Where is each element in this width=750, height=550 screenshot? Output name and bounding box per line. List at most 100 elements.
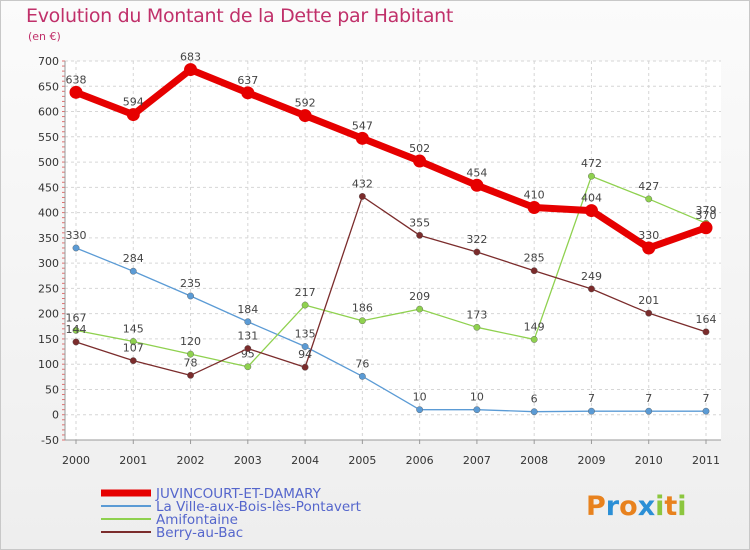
y-tick-label: 150	[38, 333, 59, 346]
series-0-data-label: 370	[696, 209, 717, 222]
series-1-data-label: 284	[123, 252, 144, 265]
series-3-data-label: 144	[66, 323, 87, 336]
series-2-data-label: 427	[638, 180, 659, 193]
series-0-data-label: 404	[581, 192, 602, 205]
series-3-data-label: 131	[237, 330, 258, 343]
y-tick-label: 500	[38, 156, 59, 169]
y-tick-label: 0	[52, 409, 59, 422]
logo-letter: x	[637, 491, 656, 522]
series-3-data-label: 94	[298, 348, 312, 361]
chart-title: Evolution du Montant de la Dette par Hab…	[26, 5, 454, 27]
series-3-point	[129, 357, 137, 365]
series-2-data-label: 95	[241, 348, 255, 361]
logo-letter: i	[655, 491, 665, 522]
series-1-line	[75, 247, 706, 413]
series-2-point	[187, 350, 194, 358]
y-tick-label: 300	[38, 257, 59, 270]
x-tick-label: 2004	[291, 454, 319, 467]
series-3-point	[187, 371, 194, 379]
series-3-data-label: 78	[184, 356, 198, 369]
series-0-point	[527, 201, 541, 215]
series-2-data-label: 149	[524, 320, 545, 333]
series-2-line	[75, 175, 707, 368]
series-1-point	[530, 408, 538, 416]
series-3-point	[358, 193, 366, 200]
series-1-point	[187, 292, 194, 300]
series-2-data-label: 167	[66, 311, 87, 324]
x-tick-label: 2006	[406, 454, 434, 467]
series-3-data-label: 322	[466, 233, 487, 246]
x-tick-label: 2001	[119, 454, 147, 467]
series-1-point	[702, 407, 710, 415]
y-tick-label: 250	[38, 282, 59, 295]
y-tick-label: 700	[38, 55, 59, 68]
series-2-point	[358, 317, 366, 325]
series-2-data-label: 472	[581, 157, 602, 170]
series-0-data-label: 637	[237, 74, 258, 87]
series-1-data-label: 10	[413, 391, 427, 404]
logo-letter: t	[664, 491, 678, 522]
x-tick-label: 2002	[177, 454, 205, 467]
series-1-data-label: 184	[237, 303, 258, 316]
series-3-data-label: 164	[696, 313, 717, 326]
series-1-data-label: 76	[355, 357, 369, 370]
series-0-line	[74, 66, 708, 252]
series-0-point	[699, 221, 713, 235]
y-tick-label: 350	[38, 232, 59, 245]
proxiti-logo: Proxiti	[586, 491, 687, 522]
series-0-point	[184, 63, 198, 77]
series-1-point	[72, 244, 80, 252]
series-1-data-label: 235	[180, 277, 201, 290]
series-1-data-label: 6	[531, 393, 538, 406]
x-tick-label: 2007	[463, 454, 491, 467]
series-1-point	[129, 267, 137, 275]
series-0-point	[642, 241, 656, 255]
series-2-point	[244, 363, 252, 371]
y-tick-label: 600	[38, 106, 59, 119]
x-tick-label: 2011	[692, 454, 720, 467]
series-0-point	[69, 85, 83, 99]
series-0-data-label: 454	[466, 166, 487, 179]
series-2-data-label: 145	[123, 322, 144, 335]
x-tick-label: 2005	[348, 454, 376, 467]
plot-area	[65, 61, 721, 440]
logo-letter: i	[677, 491, 687, 522]
series-2-point	[473, 323, 481, 331]
series-0-point	[584, 204, 598, 218]
x-tick-label: 2000	[62, 454, 90, 467]
series-0-data-label: 547	[352, 119, 373, 132]
series-3-point	[416, 231, 424, 239]
logo-letter: r	[605, 491, 620, 522]
series-3-data-label: 285	[524, 252, 545, 265]
series-0-data-label: 594	[123, 96, 144, 109]
series-3-point	[244, 345, 252, 352]
y-tick-label: 650	[38, 80, 59, 93]
series-0-data-label: 410	[524, 189, 545, 202]
series-2-point	[416, 305, 424, 313]
series-1-point	[416, 406, 424, 414]
series-2-data-label: 379	[696, 204, 717, 217]
y-tick-label: 200	[38, 308, 59, 321]
series-1-data-label: 330	[66, 229, 87, 242]
series-0-data-label: 592	[295, 97, 316, 110]
series-3-point	[72, 338, 80, 346]
series-1-data-label: 135	[295, 328, 316, 341]
series-3-data-label: 249	[581, 270, 602, 283]
series-0-point	[298, 109, 312, 123]
logo-letter: o	[619, 491, 638, 522]
series-3-data-label: 107	[123, 342, 144, 355]
series-3-point	[301, 363, 309, 371]
series-0-data-label: 683	[180, 51, 201, 64]
series-1-point	[645, 407, 653, 415]
series-0-point	[126, 108, 140, 122]
y-tick-label: 450	[38, 181, 59, 194]
x-tick-label: 2008	[520, 454, 548, 467]
x-tick-label: 2009	[577, 454, 605, 467]
legend-label: Amifontaine	[156, 512, 238, 528]
series-2-data-label: 217	[295, 286, 316, 299]
y-tick-label: -50	[41, 434, 59, 447]
series-0-data-label: 502	[409, 142, 430, 155]
series-0-point	[470, 178, 484, 192]
